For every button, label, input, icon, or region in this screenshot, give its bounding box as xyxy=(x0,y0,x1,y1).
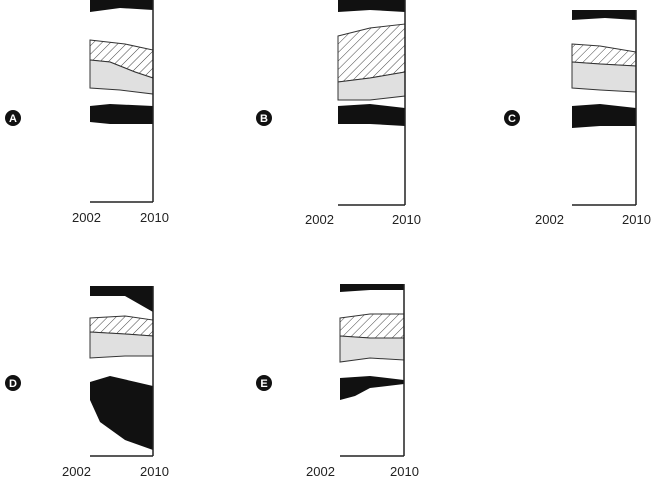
panel-c-band-lower-black xyxy=(572,104,636,128)
panel-c-badge xyxy=(504,110,520,126)
panel-b-band-lower-black xyxy=(338,104,405,126)
panel-d-band-gray xyxy=(89,331,154,359)
panel-e-tick-start: 2002 xyxy=(306,464,335,479)
panel-c-tick-start: 2002 xyxy=(535,212,564,227)
panel-b: B 2002 2010 xyxy=(256,0,421,227)
panel-d-tick-start: 2002 xyxy=(62,464,91,479)
panel-e-band-hatched xyxy=(339,313,405,339)
panel-a-letter: A xyxy=(9,113,17,125)
panel-e-band-top-black xyxy=(340,284,404,292)
panel-e-badge xyxy=(256,375,272,391)
panel-a-badge xyxy=(5,110,21,126)
panel-a-tick-end: 2010 xyxy=(140,210,169,225)
panel-b-tick-start: 2002 xyxy=(305,212,334,227)
panel-d-tick-end: 2010 xyxy=(140,464,169,479)
panel-c-letter: C xyxy=(508,113,516,125)
panel-b-badge xyxy=(256,110,272,126)
panel-e-band-gray xyxy=(339,335,405,363)
panel-d: D 2002 2010 xyxy=(5,286,169,479)
panel-e-band-lower-black xyxy=(340,376,404,400)
panel-a-band-lower-black xyxy=(90,104,153,124)
panel-d-band-top-black xyxy=(90,286,153,312)
panel-a: A 2002 2010 xyxy=(5,0,169,225)
panel-e-tick-end: 2010 xyxy=(390,464,419,479)
panel-e-letter: E xyxy=(260,378,267,390)
panel-e: E 2002 2010 xyxy=(256,284,419,479)
panel-b-band-top-black xyxy=(338,0,405,12)
panel-a-band-top-black xyxy=(90,0,153,12)
panel-c: C 2002 2010 xyxy=(504,10,651,227)
panel-d-letter: D xyxy=(9,378,17,390)
panel-a-tick-start: 2002 xyxy=(72,210,101,225)
panel-b-letter: B xyxy=(260,113,268,125)
panel-d-band-lower-black xyxy=(90,376,153,450)
panel-d-badge xyxy=(5,375,21,391)
panel-c-band-top-black xyxy=(572,10,636,20)
panel-b-tick-end: 2010 xyxy=(392,212,421,227)
panel-c-band-gray xyxy=(571,61,637,93)
panel-c-tick-end: 2010 xyxy=(622,212,651,227)
